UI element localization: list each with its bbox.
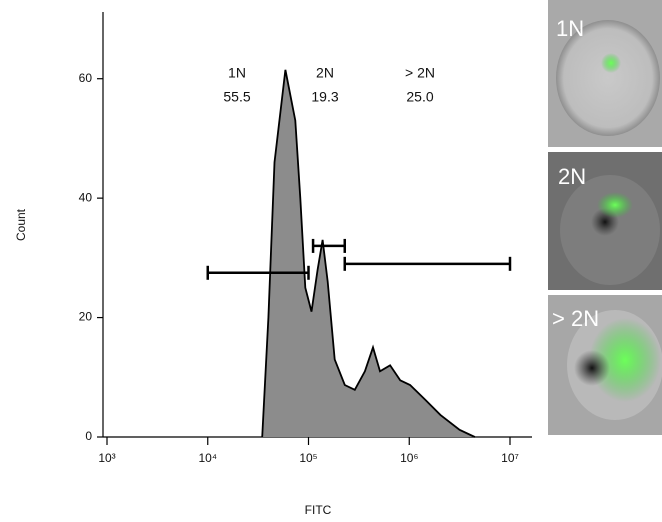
gate-value: 55.5: [223, 89, 250, 105]
y-tick-label: 40: [79, 190, 93, 204]
x-tick-label: 10⁶: [400, 451, 418, 465]
panel-gt2n: > 2N: [548, 295, 662, 435]
panel-label: > 2N: [552, 306, 599, 331]
panel-2n: 2N: [548, 152, 662, 290]
x-tick-label: 10⁴: [198, 451, 217, 465]
x-tick-label: 10⁷: [501, 451, 519, 465]
gate-value: 19.3: [311, 89, 338, 105]
y-tick-label: 20: [79, 310, 93, 324]
panel-1n: 1N: [548, 0, 662, 147]
x-axis-label: FITC: [305, 503, 332, 517]
gate-name: 1N: [228, 65, 246, 81]
y-axis-label: Count: [14, 208, 28, 241]
y-tick-label: 60: [79, 71, 93, 85]
x-tick-label: 10⁵: [299, 451, 317, 465]
y-tick-label: 0: [85, 429, 92, 443]
gate-value: 25.0: [406, 89, 433, 105]
panel-label: 1N: [556, 16, 584, 41]
histogram-area: [261, 69, 476, 438]
panel-label: 2N: [558, 164, 586, 189]
gate-name: 2N: [316, 65, 334, 81]
x-tick-label: 10³: [98, 451, 115, 465]
gate-name: > 2N: [405, 65, 435, 81]
